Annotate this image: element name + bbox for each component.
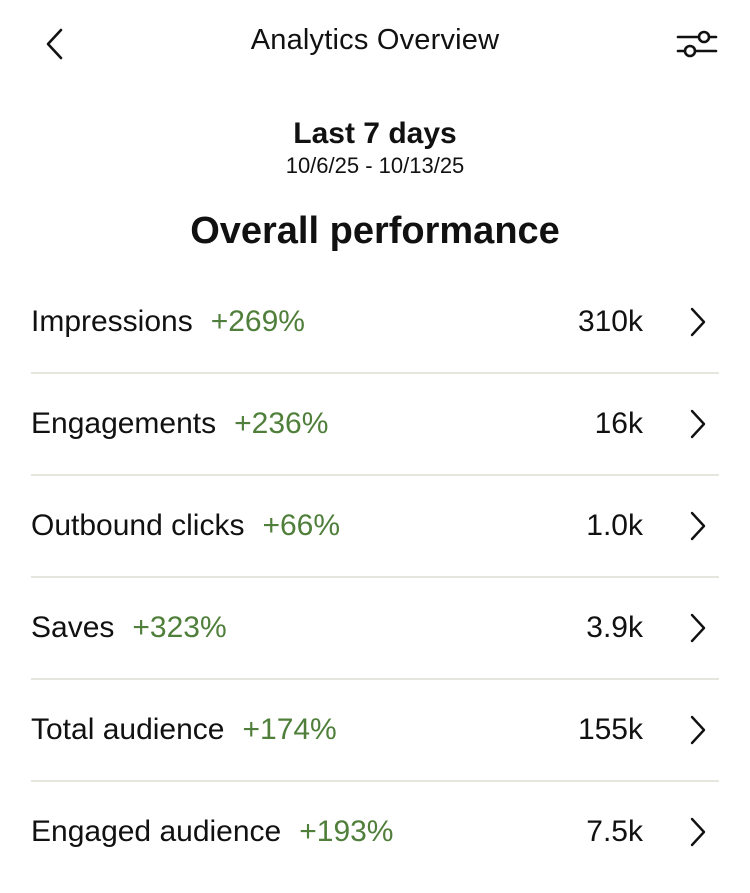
metric-change: +269% [210, 305, 305, 338]
metric-value: 16k [594, 407, 643, 440]
date-range-label: Last 7 days [293, 117, 457, 150]
metric-row-outbound-clicks[interactable]: Outbound clicks +66% 1.0k [31, 476, 719, 578]
chevron-right-icon [687, 508, 709, 544]
metric-change: +174% [242, 713, 337, 746]
chevron-right-icon [687, 712, 709, 748]
metric-name: Engaged audience [31, 815, 282, 848]
metric-row-engagements[interactable]: Engagements +236% 16k [31, 374, 719, 476]
chevron-right-icon [687, 610, 709, 646]
metric-name: Total audience [31, 713, 225, 746]
metric-value: 310k [577, 305, 643, 338]
metric-name: Engagements [31, 407, 217, 440]
sliders-icon [676, 30, 718, 58]
date-range: Last 7 days 10/6/25 - 10/13/25 [0, 116, 750, 180]
chevron-right-icon [687, 406, 709, 442]
page-title: Analytics Overview [250, 24, 500, 56]
metric-row-engaged-audience[interactable]: Engaged audience +193% 7.5k [31, 782, 719, 882]
metric-row-impressions[interactable]: Impressions +269% 310k [31, 272, 719, 374]
metric-value: 1.0k [586, 509, 643, 542]
metric-value: 7.5k [586, 815, 643, 848]
metric-name: Impressions [31, 305, 193, 338]
metric-row-saves[interactable]: Saves +323% 3.9k [31, 578, 719, 680]
metric-row-total-audience[interactable]: Total audience +174% 155k [31, 680, 719, 782]
section-title: Overall performance [190, 210, 560, 252]
metric-value: 155k [577, 713, 643, 746]
chevron-right-icon [687, 814, 709, 850]
metric-change: +323% [132, 611, 227, 644]
metric-change: +66% [262, 509, 341, 542]
back-button[interactable] [30, 22, 78, 66]
date-range-dates: 10/6/25 - 10/13/25 [285, 153, 465, 178]
chevron-right-icon [687, 304, 709, 340]
metric-change: +193% [299, 815, 394, 848]
filter-button[interactable] [672, 20, 722, 68]
metric-value: 3.9k [586, 611, 643, 644]
metric-change: +236% [234, 407, 329, 440]
metric-name: Outbound clicks [31, 509, 245, 542]
metrics-list: Impressions +269% 310k Engagements +236%… [31, 272, 719, 882]
top-bar: Analytics Overview [0, 0, 750, 88]
chevron-left-icon [46, 28, 63, 60]
metric-name: Saves [31, 611, 115, 644]
